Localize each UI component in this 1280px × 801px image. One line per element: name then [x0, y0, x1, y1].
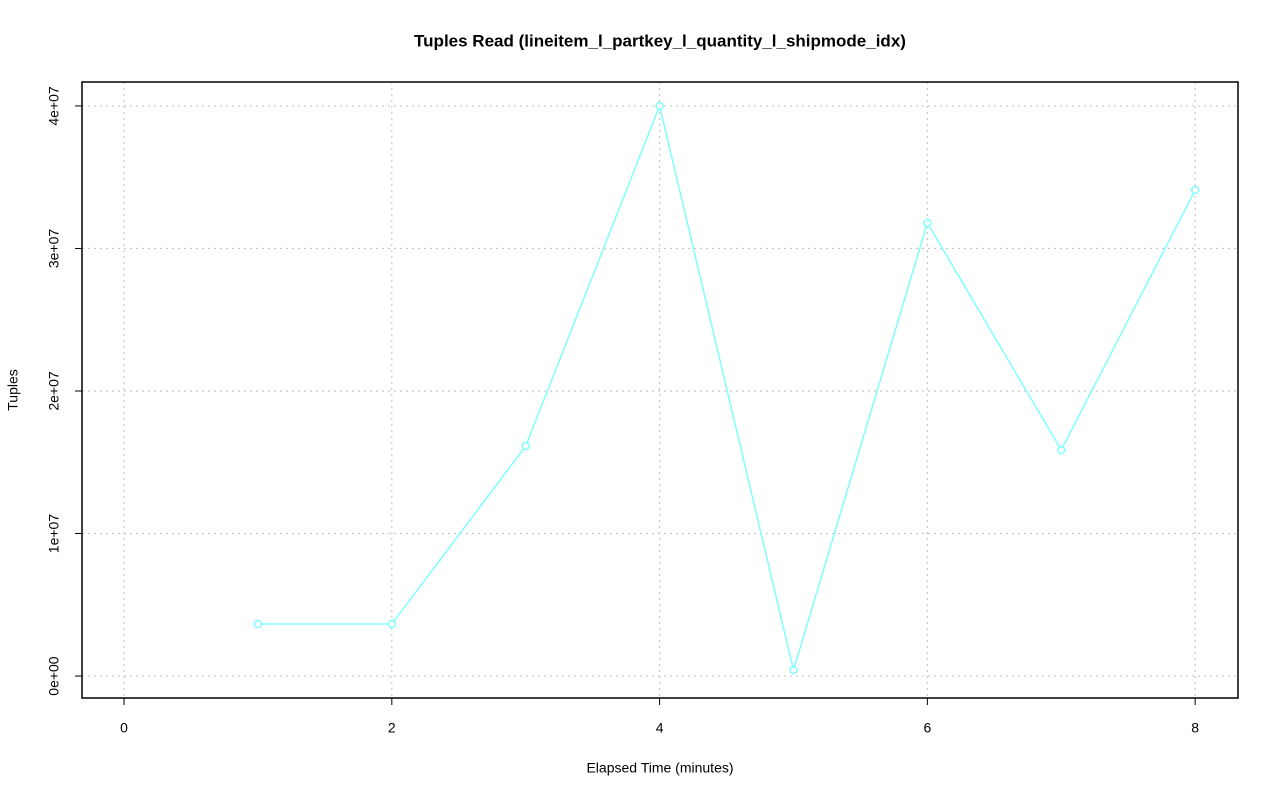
x-tick-label: 8 — [1191, 720, 1199, 736]
data-point — [923, 218, 932, 228]
data-point — [1190, 185, 1200, 195]
plot-frame — [81, 81, 1239, 699]
y-tick-label: 2e+07 — [46, 371, 62, 411]
y-tick-label: 4e+07 — [46, 86, 62, 126]
y-tick-label: 3e+07 — [46, 229, 62, 269]
data-point — [789, 665, 798, 675]
x-tick-label: 6 — [923, 720, 931, 736]
data-point — [521, 441, 530, 451]
data-point — [1057, 445, 1066, 455]
x-tick-label: 2 — [388, 720, 396, 736]
data-point — [253, 619, 263, 629]
x-tick-label: 4 — [656, 720, 664, 736]
y-axis-label: Tuples — [5, 369, 21, 411]
y-tick-label: 0e+00 — [46, 656, 62, 696]
data-point — [387, 619, 397, 629]
x-axis-label: Elapsed Time (minutes) — [586, 760, 733, 776]
y-tick-label: 1e+07 — [46, 514, 62, 554]
x-tick-label: 0 — [120, 720, 128, 736]
data-point — [655, 101, 664, 111]
chart-title: Tuples Read (lineitem_l_partkey_l_quanti… — [414, 31, 906, 50]
data-line — [257, 103, 1196, 673]
